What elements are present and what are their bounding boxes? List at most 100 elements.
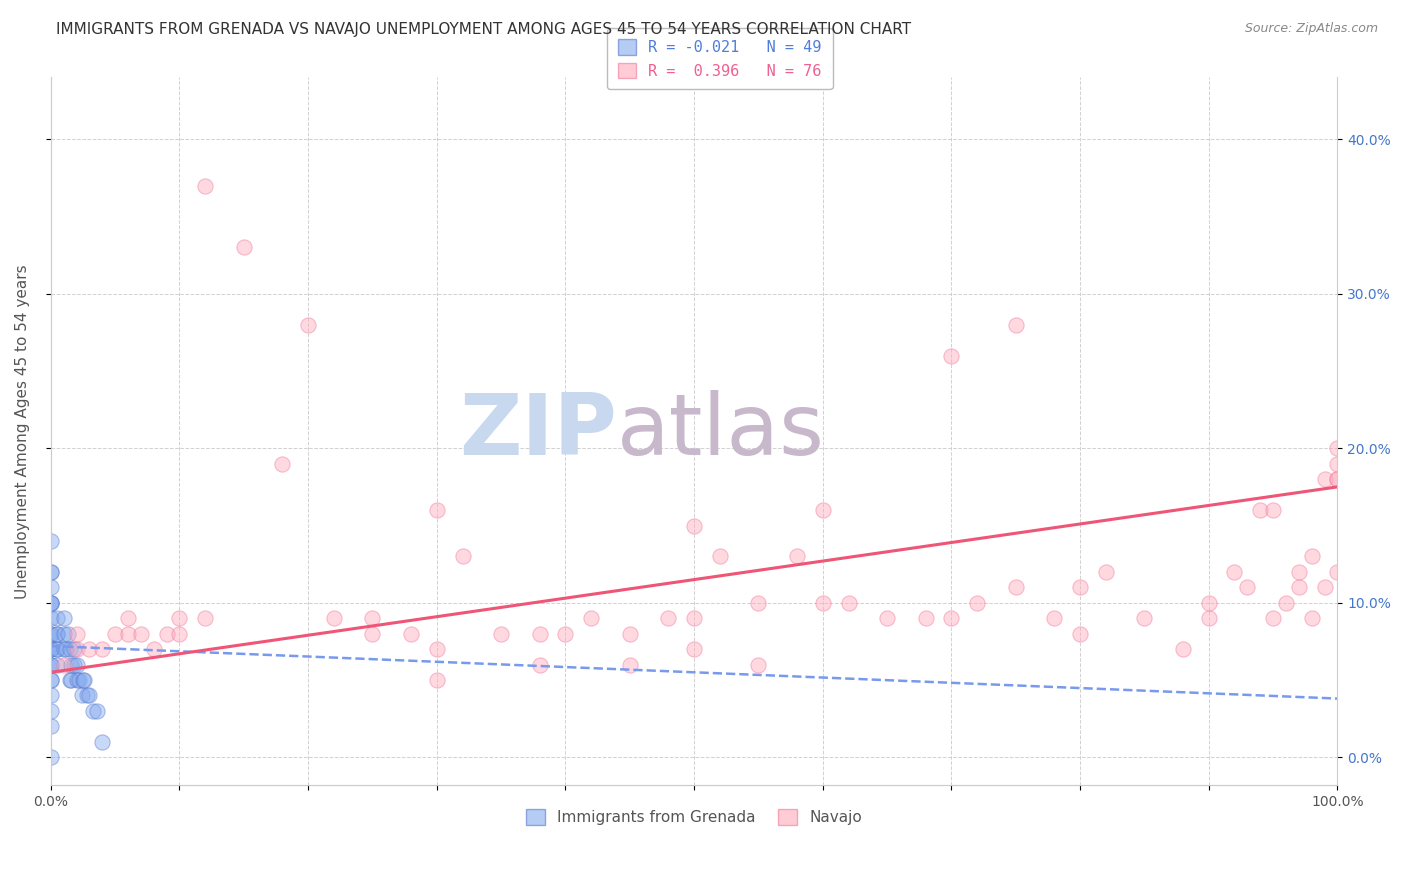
Point — [60, 673, 83, 687]
Point — [683, 518, 706, 533]
Point — [104, 626, 127, 640]
Point — [52, 642, 75, 657]
Point — [39, 533, 62, 548]
Point — [322, 611, 344, 625]
Point — [52, 657, 75, 672]
Point — [117, 611, 139, 625]
Point — [657, 611, 679, 625]
Point — [1301, 611, 1323, 625]
Point — [79, 689, 101, 703]
Point — [1171, 642, 1194, 657]
Point — [232, 240, 254, 254]
Point — [489, 626, 512, 640]
Point — [1261, 611, 1284, 625]
Point — [156, 626, 179, 640]
Point — [1069, 580, 1091, 594]
Point — [579, 611, 602, 625]
Point — [1043, 611, 1066, 625]
Point — [426, 503, 449, 517]
Point — [65, 626, 87, 640]
Point — [67, 673, 90, 687]
Point — [56, 626, 79, 640]
Point — [76, 689, 98, 703]
Point — [683, 642, 706, 657]
Point — [1326, 442, 1348, 456]
Point — [46, 611, 69, 625]
Point — [426, 642, 449, 657]
Point — [1198, 611, 1220, 625]
Point — [914, 611, 936, 625]
Point — [39, 611, 62, 625]
Text: Source: ZipAtlas.com: Source: ZipAtlas.com — [1244, 22, 1378, 36]
Point — [86, 704, 108, 718]
Point — [91, 642, 114, 657]
Point — [46, 657, 69, 672]
Point — [65, 642, 87, 657]
Point — [709, 549, 731, 564]
Point — [297, 318, 319, 332]
Point — [142, 642, 165, 657]
Y-axis label: Unemployment Among Ages 45 to 54 years: Unemployment Among Ages 45 to 54 years — [15, 264, 30, 599]
Point — [39, 596, 62, 610]
Text: ZIP: ZIP — [460, 390, 617, 473]
Point — [91, 735, 114, 749]
Point — [39, 580, 62, 594]
Point — [65, 657, 87, 672]
Point — [1198, 596, 1220, 610]
Point — [1261, 503, 1284, 517]
Point — [876, 611, 898, 625]
Point — [46, 626, 69, 640]
Point — [1326, 472, 1348, 486]
Point — [39, 565, 62, 579]
Point — [811, 503, 834, 517]
Point — [52, 611, 75, 625]
Point — [39, 642, 62, 657]
Point — [1004, 318, 1026, 332]
Point — [1313, 472, 1336, 486]
Point — [1288, 565, 1310, 579]
Point — [55, 642, 77, 657]
Point — [399, 626, 422, 640]
Point — [1326, 472, 1348, 486]
Point — [169, 611, 191, 625]
Point — [60, 657, 83, 672]
Point — [194, 178, 217, 193]
Point — [39, 719, 62, 733]
Point — [683, 611, 706, 625]
Point — [1249, 503, 1271, 517]
Point — [63, 642, 86, 657]
Legend: Immigrants from Grenada, Navajo: Immigrants from Grenada, Navajo — [517, 800, 870, 834]
Point — [39, 689, 62, 703]
Point — [1133, 611, 1156, 625]
Point — [63, 657, 86, 672]
Point — [39, 750, 62, 764]
Point — [194, 611, 217, 625]
Point — [59, 642, 82, 657]
Point — [747, 596, 769, 610]
Point — [59, 673, 82, 687]
Point — [65, 673, 87, 687]
Point — [361, 626, 384, 640]
Point — [1004, 580, 1026, 594]
Point — [39, 642, 62, 657]
Point — [747, 657, 769, 672]
Point — [1313, 580, 1336, 594]
Point — [39, 657, 62, 672]
Point — [619, 657, 641, 672]
Point — [811, 596, 834, 610]
Point — [39, 704, 62, 718]
Point — [1301, 549, 1323, 564]
Point — [1326, 457, 1348, 471]
Point — [1326, 565, 1348, 579]
Point — [361, 611, 384, 625]
Point — [72, 673, 94, 687]
Point — [941, 611, 963, 625]
Point — [39, 673, 62, 687]
Point — [39, 673, 62, 687]
Point — [786, 549, 808, 564]
Point — [837, 596, 859, 610]
Point — [619, 626, 641, 640]
Point — [169, 626, 191, 640]
Point — [46, 642, 69, 657]
Point — [46, 642, 69, 657]
